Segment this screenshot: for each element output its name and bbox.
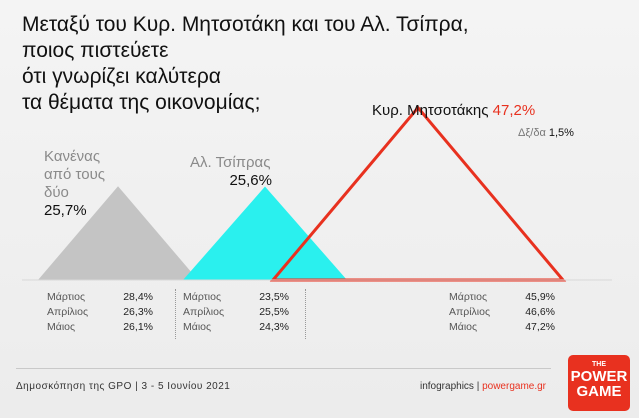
- powergame-logo: THE POWER GAME: [568, 355, 630, 411]
- logo-word-game: GAME: [576, 383, 622, 400]
- history-month: Μάρτιος: [47, 291, 86, 303]
- history-month: Μάρτιος: [449, 291, 488, 303]
- history-value: 28,4%: [123, 291, 153, 303]
- history-value: 47,2%: [525, 321, 555, 333]
- footer-credit-label: infographics |: [420, 381, 483, 392]
- history-month: Απρίλιος: [449, 306, 491, 318]
- table-divider: [305, 289, 306, 339]
- label-dkd: Δξ/δα 1,5%: [518, 127, 574, 139]
- logo-word-power: POWER: [570, 368, 628, 385]
- triangle-none: [38, 186, 198, 280]
- history-value: 26,3%: [123, 306, 153, 318]
- history-value: 24,3%: [259, 321, 289, 333]
- label-none: Κανένας από τους δύο 25,7%: [44, 148, 124, 220]
- history-month: Μάρτιος: [183, 291, 222, 303]
- history-month: Μάιος: [183, 321, 212, 333]
- label-mitsotakis-value: 47,2%: [492, 102, 536, 119]
- triangle-tsipras: [183, 186, 347, 280]
- title-line: ποιος πιστεύετε: [22, 39, 169, 62]
- logo-the: THE: [592, 361, 606, 368]
- history-row: Απρίλιος 25,5%: [183, 305, 289, 320]
- history-value: 46,6%: [525, 306, 555, 318]
- table-divider: [175, 289, 176, 339]
- label-dkd-name: Δξ/δα: [518, 127, 546, 139]
- history-table-mitsotakis: Μάρτιος 45,9% Απρίλιος 46,6% Μάιος 47,2%: [449, 290, 555, 335]
- label-none-line3: δύο: [44, 184, 69, 201]
- history-value: 26,1%: [123, 321, 153, 333]
- label-mitsotakis: Κυρ. Μητσοτάκης 47,2%: [372, 102, 535, 120]
- history-month: Απρίλιος: [47, 306, 89, 318]
- label-none-line2: από τους: [44, 166, 106, 183]
- history-row: Μάρτιος 28,4%: [47, 290, 153, 305]
- history-row: Μάρτιος 23,5%: [183, 290, 289, 305]
- footer-credit: infographics | powergame.gr: [420, 381, 546, 392]
- label-tsipras: Αλ. Τσίπρας 25,6%: [190, 154, 290, 190]
- history-row: Μάιος 26,1%: [47, 320, 153, 335]
- title-line: ότι γνωρίζει καλύτερα: [22, 65, 221, 88]
- footer-divider: [16, 368, 551, 369]
- history-value: 25,5%: [259, 306, 289, 318]
- chart-title: Μεταξύ του Κυρ. Μητσοτάκη και του Αλ. Τσ…: [22, 12, 492, 116]
- footer-source: Δημοσκόπηση της GPO | 3 - 5 Ιουνίου 2021: [16, 381, 231, 392]
- history-row: Απρίλιος 46,6%: [449, 305, 555, 320]
- history-table-none: Μάρτιος 28,4% Απρίλιος 26,3% Μάιος 26,1%: [47, 290, 153, 335]
- title-line: Μεταξύ του Κυρ. Μητσοτάκη και του Αλ. Τσ…: [22, 13, 469, 36]
- label-mitsotakis-name: Κυρ. Μητσοτάκης: [372, 102, 489, 119]
- history-value: 23,5%: [259, 291, 289, 303]
- history-row: Μάρτιος 45,9%: [449, 290, 555, 305]
- label-tsipras-value: 25,6%: [229, 172, 272, 189]
- history-table-tsipras: Μάρτιος 23,5% Απρίλιος 25,5% Μάιος 24,3%: [183, 290, 289, 335]
- history-month: Μάιος: [449, 321, 478, 333]
- footer-site-link[interactable]: powergame.gr: [482, 381, 546, 392]
- label-none-value: 25,7%: [44, 202, 87, 219]
- label-none-line1: Κανένας: [44, 148, 101, 165]
- title-line: τα θέματα της οικονομίας;: [22, 91, 261, 114]
- label-dkd-value: 1,5%: [548, 127, 574, 139]
- history-value: 45,9%: [525, 291, 555, 303]
- history-month: Απρίλιος: [183, 306, 225, 318]
- history-row: Μάιος 24,3%: [183, 320, 289, 335]
- history-row: Μάιος 47,2%: [449, 320, 555, 335]
- history-row: Απρίλιος 26,3%: [47, 305, 153, 320]
- history-month: Μάιος: [47, 321, 76, 333]
- label-tsipras-name: Αλ. Τσίπρας: [190, 154, 271, 171]
